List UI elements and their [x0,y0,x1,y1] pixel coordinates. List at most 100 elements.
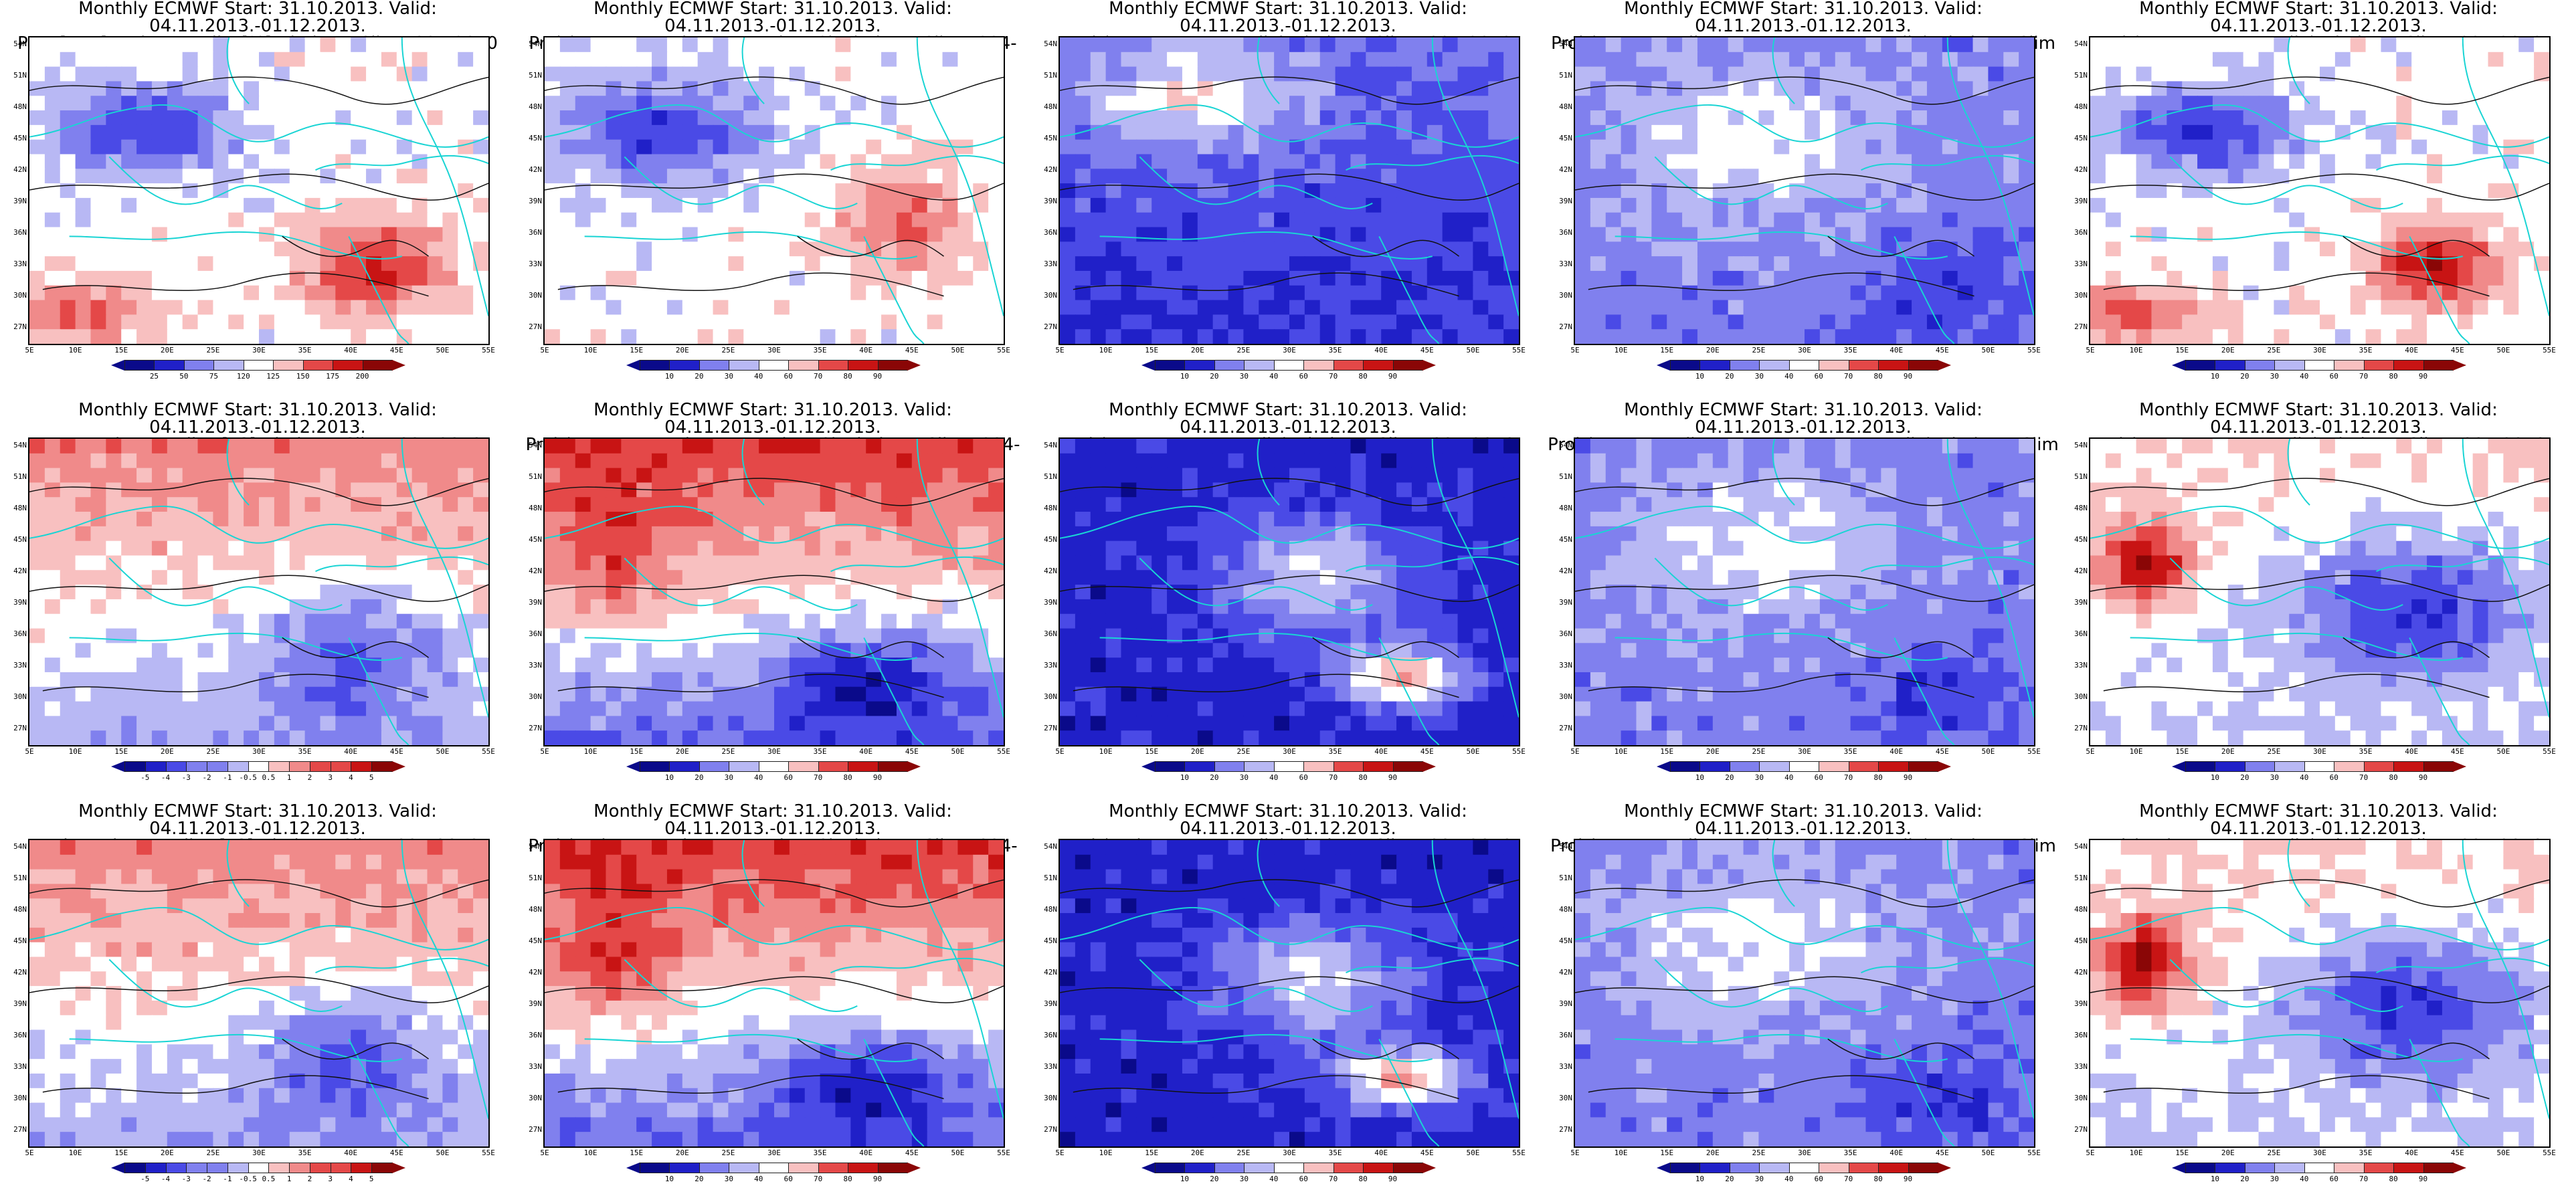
field-cell [197,468,214,484]
field-cell [1636,81,1653,97]
field-cell [896,701,913,717]
field-cell [381,512,397,527]
field-cell [442,585,459,600]
field-cell [652,599,668,615]
color-bar-tick-label: 1 [286,773,292,782]
field-cell [1942,256,1958,272]
field-cell [1381,37,1398,53]
field-cell [44,482,61,498]
field-cell [473,526,488,542]
field-cell [1912,124,1928,140]
field-cell [1427,468,1443,484]
field-cell [1259,227,1275,243]
field-cell [1912,139,1928,155]
field-cell [2472,124,2489,140]
field-cell [1728,37,1744,53]
field-cell [1774,197,1790,213]
color-bar-segment [124,360,155,371]
field-cell [259,227,275,243]
field-cell [1335,439,1352,454]
field-cell [575,270,591,286]
field-cell [228,329,245,344]
latitude-label: 54N [529,39,542,48]
field-cell [75,643,92,659]
field-cell [1988,212,2005,228]
field-cell [60,628,76,644]
field-cell [697,256,714,272]
field-cell [1743,169,1760,185]
field-cell [2457,52,2474,68]
field-cell [1835,66,1851,82]
field-cell [366,672,382,688]
field-cell [850,555,867,571]
field-cell [590,439,607,454]
field-cell [1152,96,1168,112]
field-cell [743,570,760,586]
field-cell [1988,314,2005,330]
field-cell [1774,212,1790,228]
field-cell [90,585,107,600]
field-cell [759,658,775,673]
field-cell [682,672,699,688]
field-cell [197,314,214,330]
field-cell [182,110,199,126]
field-cell [458,526,474,542]
field-cell [881,570,897,586]
field-cell [1105,329,1122,344]
field-cell [244,110,260,126]
field-cell [1835,314,1851,330]
field-cell [1651,139,1668,155]
field-cell [973,613,990,629]
field-cell [90,110,107,126]
field-cell [2396,66,2413,82]
field-cell [60,169,76,185]
field-cell [1182,169,1198,185]
longitude-label: 25E [1236,346,1251,355]
field-cell [1819,81,1836,97]
field-cell [1197,183,1214,199]
field-cell [1182,497,1198,513]
field-cell [320,672,337,688]
field-cell [1457,300,1474,316]
field-cell [2274,37,2290,53]
field-cell [866,555,883,571]
field-cell [2105,227,2122,243]
field-cell [244,643,260,659]
field-cell [1090,37,1107,53]
field-cell [881,169,897,185]
field-cell [44,139,61,155]
field-cell [988,672,1004,688]
field-cell [1605,154,1622,170]
field-cell [759,468,775,484]
field-cell [2334,110,2351,126]
field-cell [2457,37,2474,53]
field-cell [1697,197,1714,213]
field-cell [1457,482,1474,498]
field-cell [2019,241,2034,258]
field-cell [182,686,199,702]
field-cell [2120,241,2137,258]
field-cell [1972,197,1989,213]
field-cell [106,139,122,155]
field-cell [636,256,653,272]
field-cell [151,628,168,644]
field-cell [820,169,836,185]
field-cell [228,256,245,272]
field-cell [988,730,1004,745]
field-cell [1865,96,1882,112]
field-cell [1636,37,1653,53]
field-cell [1805,285,1821,301]
field-cell [1503,468,1519,484]
field-cell [304,37,321,53]
field-cell [911,658,928,673]
field-cell [774,599,790,615]
field-cell [1212,285,1229,301]
longitude-label: 45E [1935,346,1949,355]
field-cell [1728,300,1744,316]
field-cell [121,81,138,97]
field-cell [957,300,974,316]
field-cell [636,497,653,513]
field-cell [2243,314,2260,330]
contour-line [29,575,488,602]
field-cell [458,300,474,316]
